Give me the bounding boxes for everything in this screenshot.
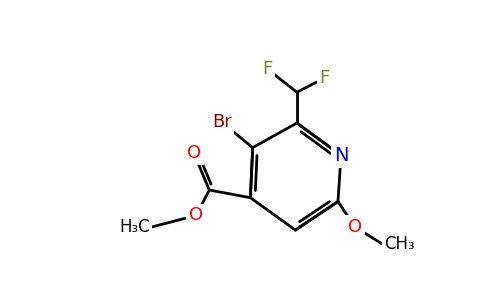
Text: O: O <box>348 218 362 236</box>
Text: O: O <box>189 206 203 224</box>
Text: F: F <box>262 60 272 78</box>
Text: N: N <box>334 146 348 165</box>
Text: O: O <box>187 144 201 162</box>
Text: F: F <box>319 69 329 87</box>
Text: H₃C: H₃C <box>120 218 151 236</box>
Text: Br: Br <box>212 113 231 131</box>
Text: CH₃: CH₃ <box>384 235 414 253</box>
